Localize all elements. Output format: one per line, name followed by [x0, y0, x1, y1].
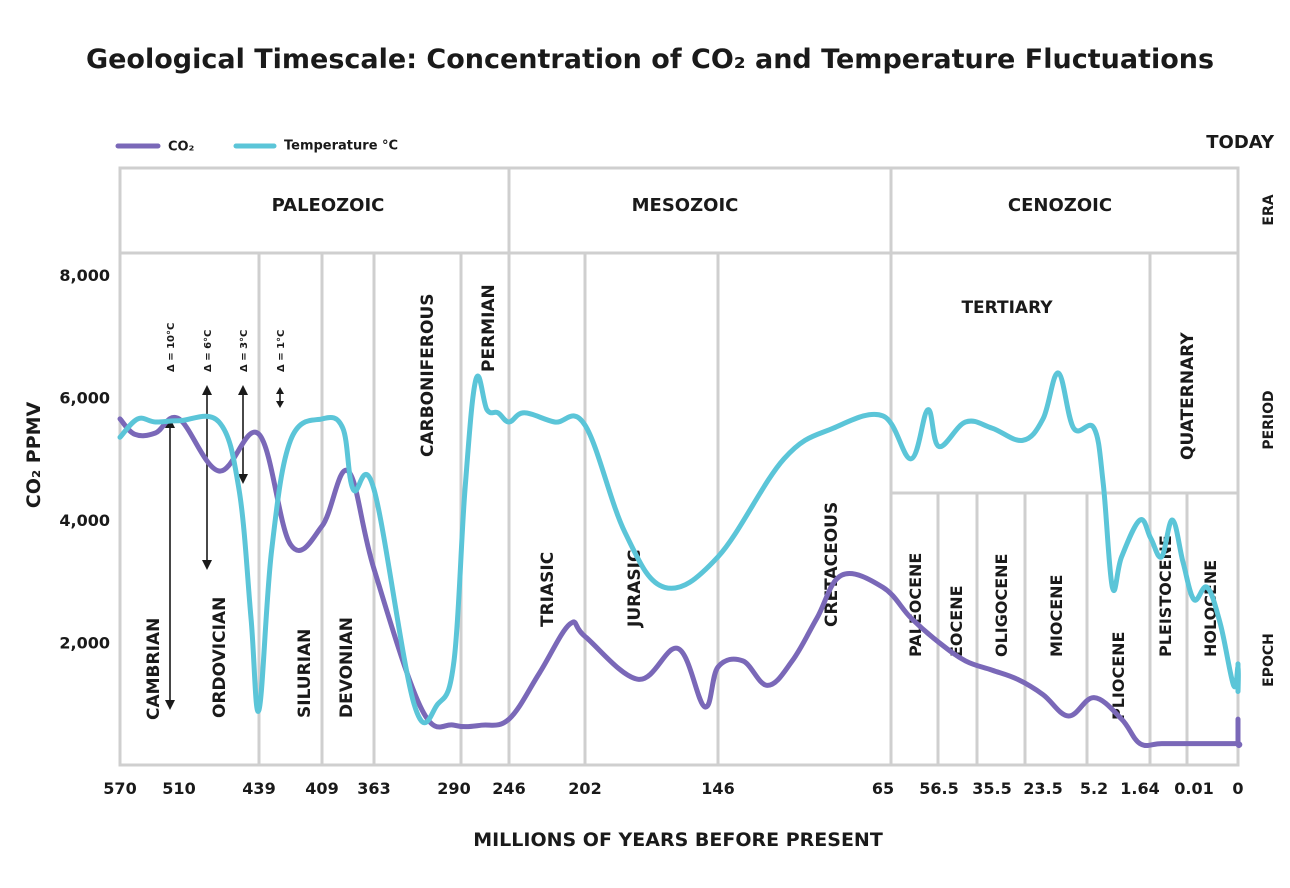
legend-temperature-label: Temperature °C: [284, 139, 398, 154]
period-silurian: SILURIAN: [295, 629, 315, 718]
epoch-pleistocene: PLEISTOCENE: [1156, 535, 1175, 657]
legend-co2-label: CO₂: [168, 140, 194, 155]
delta-1c-label: Δ = 1°C: [276, 330, 287, 372]
period-quaternary: QUATERNARY: [1178, 332, 1198, 460]
delta-3c-arrowheads: [238, 385, 248, 484]
delta-3c-label: Δ = 3°C: [239, 330, 250, 372]
chart-title: Geological Timescale: Concentration of C…: [86, 44, 1214, 75]
x-tick-label: 409: [305, 779, 338, 798]
y-axis-ticks: 8,000 6,000 4,000 2,000: [59, 266, 110, 653]
delta-6c-label: Δ = 6°C: [203, 330, 214, 372]
x-tick-label: 363: [357, 779, 390, 798]
row-label-epoch: EPOCH: [1261, 633, 1277, 687]
row-label-era: ERA: [1261, 194, 1277, 225]
y-tick-label: 6,000: [59, 389, 110, 408]
x-tick-label: 510: [162, 779, 195, 798]
x-tick-label: 35.5: [972, 779, 1011, 798]
period-jurasic: JURASIC: [625, 550, 645, 628]
x-tick-label: 570: [103, 779, 136, 798]
series-lines: [117, 370, 1243, 749]
today-label: TODAY: [1206, 132, 1275, 153]
y-axis-title: CO₂ PPMV: [23, 401, 45, 508]
delta-1c-arrowheads: [276, 387, 284, 408]
x-tick-label: 290: [437, 779, 470, 798]
period-tertiary: TERTIARY: [961, 298, 1053, 318]
x-tick-label: 5.2: [1080, 779, 1108, 798]
x-tick-label: 146: [701, 779, 734, 798]
epoch-eocene: EOCENE: [947, 585, 966, 657]
y-tick-label: 8,000: [59, 266, 110, 285]
x-tick-label: 202: [568, 779, 601, 798]
era-paleozoic: PALEOZOIC: [272, 195, 385, 216]
period-cretaceous: CRETACEOUS: [822, 502, 842, 627]
x-tick-label: 65: [872, 779, 894, 798]
y-tick-label: 4,000: [59, 511, 110, 530]
temperature-series-line: [117, 370, 1241, 726]
timescale-grid: [118, 166, 1240, 767]
epoch-miocene: MIOCENE: [1047, 575, 1066, 657]
epoch-paleocene: PALEOCENE: [906, 553, 925, 657]
x-tick-label: 56.5: [919, 779, 958, 798]
row-label-period: PERIOD: [1261, 390, 1277, 449]
delta-10c-label: Δ = 10°C: [166, 323, 177, 372]
period-permian: PERMIAN: [479, 284, 499, 372]
period-carboniferous: CARBONIFEROUS: [418, 293, 438, 457]
period-cambrian: CAMBRIAN: [144, 618, 164, 720]
x-axis-ticks: 570 510 439 409 363 290 246 202 146 65 56.5 35.5 23.…: [103, 779, 1243, 798]
era-mesozoic: MESOZOIC: [632, 195, 739, 216]
period-devonian: DEVONIAN: [337, 617, 357, 718]
x-tick-label: 23.5: [1023, 779, 1062, 798]
epoch-oligocene: OLIGOCENE: [992, 554, 1011, 657]
co2-series-line: [117, 414, 1243, 749]
x-axis-title: MILLIONS OF YEARS BEFORE PRESENT: [473, 829, 883, 851]
legend: CO₂ Temperature °C: [115, 139, 398, 155]
x-tick-label: 0.01: [1174, 779, 1213, 798]
period-ordovician: ORDOVICIAN: [210, 597, 230, 718]
grid-frame: [118, 166, 1240, 767]
epoch-holocene: HOLOCENE: [1201, 560, 1220, 657]
y-tick-label: 2,000: [59, 634, 110, 653]
x-tick-label: 439: [242, 779, 275, 798]
era-cenozoic: CENOZOIC: [1008, 195, 1112, 216]
x-tick-label: 246: [492, 779, 525, 798]
x-tick-label: 0: [1232, 779, 1243, 798]
period-triasic: TRIASIC: [538, 552, 558, 627]
epoch-pliocene: PLIOCENE: [1109, 632, 1128, 720]
x-tick-label: 1.64: [1120, 779, 1159, 798]
